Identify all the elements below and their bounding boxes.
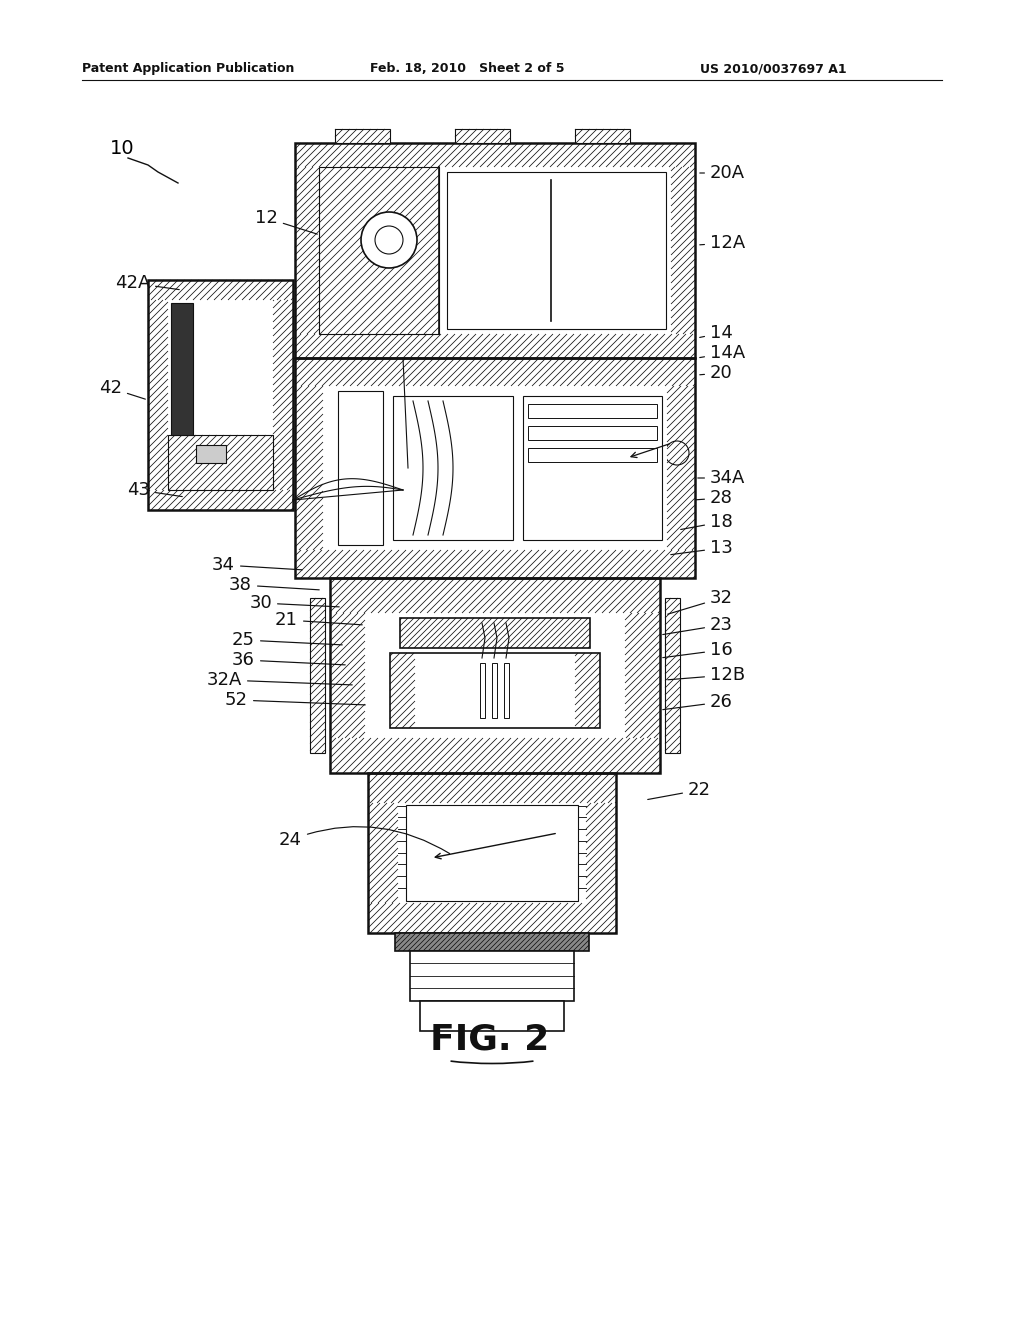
Bar — [492, 663, 497, 718]
Bar — [528, 426, 657, 440]
Bar — [319, 168, 439, 334]
Bar — [575, 129, 630, 143]
Text: 14A: 14A — [699, 345, 745, 362]
Text: 23: 23 — [663, 616, 733, 635]
Text: 16: 16 — [663, 642, 733, 659]
Bar — [447, 172, 666, 329]
Text: 18: 18 — [681, 513, 733, 531]
Text: 42: 42 — [99, 379, 145, 399]
Bar — [398, 803, 586, 903]
Bar — [365, 612, 625, 738]
Bar — [420, 1001, 564, 1031]
Text: Feb. 18, 2010   Sheet 2 of 5: Feb. 18, 2010 Sheet 2 of 5 — [370, 62, 564, 75]
Text: 26: 26 — [663, 693, 733, 711]
Text: 38: 38 — [229, 576, 319, 594]
Text: 36: 36 — [232, 651, 345, 669]
Bar — [395, 933, 589, 950]
Text: 42A: 42A — [115, 275, 179, 292]
Text: 10: 10 — [110, 139, 134, 157]
Text: FIG. 2: FIG. 2 — [430, 1023, 550, 1057]
Text: 52: 52 — [225, 690, 366, 709]
Bar — [665, 598, 680, 752]
Bar — [528, 404, 657, 418]
Bar — [323, 385, 667, 550]
Bar — [168, 436, 273, 490]
Bar — [410, 950, 574, 1001]
Bar — [319, 168, 671, 334]
Text: 32A: 32A — [207, 671, 352, 689]
Bar — [168, 300, 273, 490]
Text: 12B: 12B — [668, 667, 745, 684]
Bar — [523, 396, 662, 540]
Text: 25: 25 — [232, 631, 342, 649]
Bar — [368, 774, 616, 933]
Text: US 2010/0037697 A1: US 2010/0037697 A1 — [700, 62, 847, 75]
Bar — [148, 280, 293, 510]
Circle shape — [375, 226, 403, 253]
Text: 20A: 20A — [699, 164, 745, 182]
Text: 12A: 12A — [699, 234, 745, 252]
Text: 30: 30 — [249, 594, 339, 612]
Bar — [171, 304, 193, 436]
Bar — [400, 618, 590, 648]
Text: 34A: 34A — [697, 469, 745, 487]
Bar — [196, 445, 226, 463]
Bar — [504, 663, 509, 718]
Bar — [393, 396, 513, 540]
Text: 24: 24 — [279, 826, 450, 854]
Bar — [528, 447, 657, 462]
Text: 34: 34 — [212, 556, 302, 574]
Circle shape — [665, 441, 689, 465]
Text: 13: 13 — [671, 539, 733, 557]
Bar — [480, 663, 485, 718]
Bar — [406, 805, 578, 902]
Bar — [310, 598, 325, 752]
Bar — [390, 653, 600, 729]
Text: 12: 12 — [255, 209, 317, 234]
Circle shape — [361, 213, 417, 268]
Text: 28: 28 — [695, 488, 733, 507]
Bar — [335, 129, 390, 143]
Bar — [455, 129, 510, 143]
Text: 20: 20 — [699, 364, 733, 381]
Text: 32: 32 — [668, 589, 733, 614]
Text: 43: 43 — [127, 480, 182, 499]
Text: 21: 21 — [275, 611, 362, 630]
Bar — [338, 391, 383, 545]
Text: 14: 14 — [699, 323, 733, 342]
Bar — [295, 358, 695, 578]
Text: 22: 22 — [648, 781, 711, 800]
Text: Patent Application Publication: Patent Application Publication — [82, 62, 294, 75]
Bar — [330, 578, 660, 774]
Bar — [295, 143, 695, 358]
